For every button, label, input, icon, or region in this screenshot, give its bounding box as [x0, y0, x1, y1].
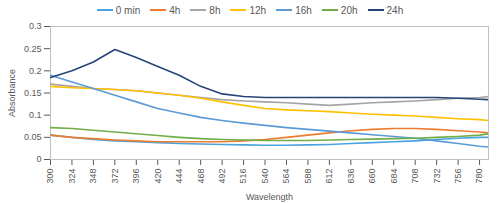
svg-text:0.25: 0.25 [24, 44, 42, 54]
svg-text:Wavelength: Wavelength [246, 192, 293, 202]
html-text:8h: 8h [209, 4, 221, 16]
svg-text:444: 444 [174, 169, 184, 184]
html-text:20h: 20h [340, 4, 358, 16]
svg-text:492: 492 [217, 169, 227, 184]
svg-text:348: 348 [88, 169, 98, 184]
svg-text:756: 756 [453, 169, 463, 184]
svg-text:300: 300 [45, 169, 55, 184]
svg-text:0: 0 [36, 154, 41, 164]
svg-text:540: 540 [260, 169, 270, 184]
svg-text:780: 780 [474, 169, 484, 184]
svg-text:0.3: 0.3 [29, 21, 42, 31]
html-text:0 min: 0 min [115, 4, 141, 16]
svg-text:588: 588 [303, 169, 313, 184]
svg-text:Absorbance: Absorbance [7, 69, 17, 117]
html-text:16h: 16h [295, 4, 312, 16]
html-text:4h: 4h [169, 4, 181, 16]
svg-text:684: 684 [389, 169, 399, 184]
svg-text:708: 708 [410, 169, 420, 184]
svg-text:636: 636 [346, 169, 356, 184]
svg-text:612: 612 [324, 169, 334, 184]
svg-text:564: 564 [281, 169, 291, 184]
html-text:12h: 12h [249, 4, 267, 16]
svg-text:396: 396 [131, 169, 141, 184]
svg-text:468: 468 [196, 169, 206, 184]
svg-text:0.1: 0.1 [29, 110, 42, 120]
svg-text:516: 516 [238, 169, 248, 184]
svg-text:372: 372 [110, 169, 120, 184]
svg-text:420: 420 [153, 169, 163, 184]
svg-text:0.2: 0.2 [29, 66, 42, 76]
svg-text:0.15: 0.15 [24, 88, 42, 98]
svg-text:660: 660 [367, 169, 377, 184]
html-text:24h: 24h [386, 4, 404, 16]
svg-text:0.05: 0.05 [24, 132, 42, 142]
svg-text:732: 732 [432, 169, 442, 184]
svg-text:324: 324 [67, 169, 77, 184]
